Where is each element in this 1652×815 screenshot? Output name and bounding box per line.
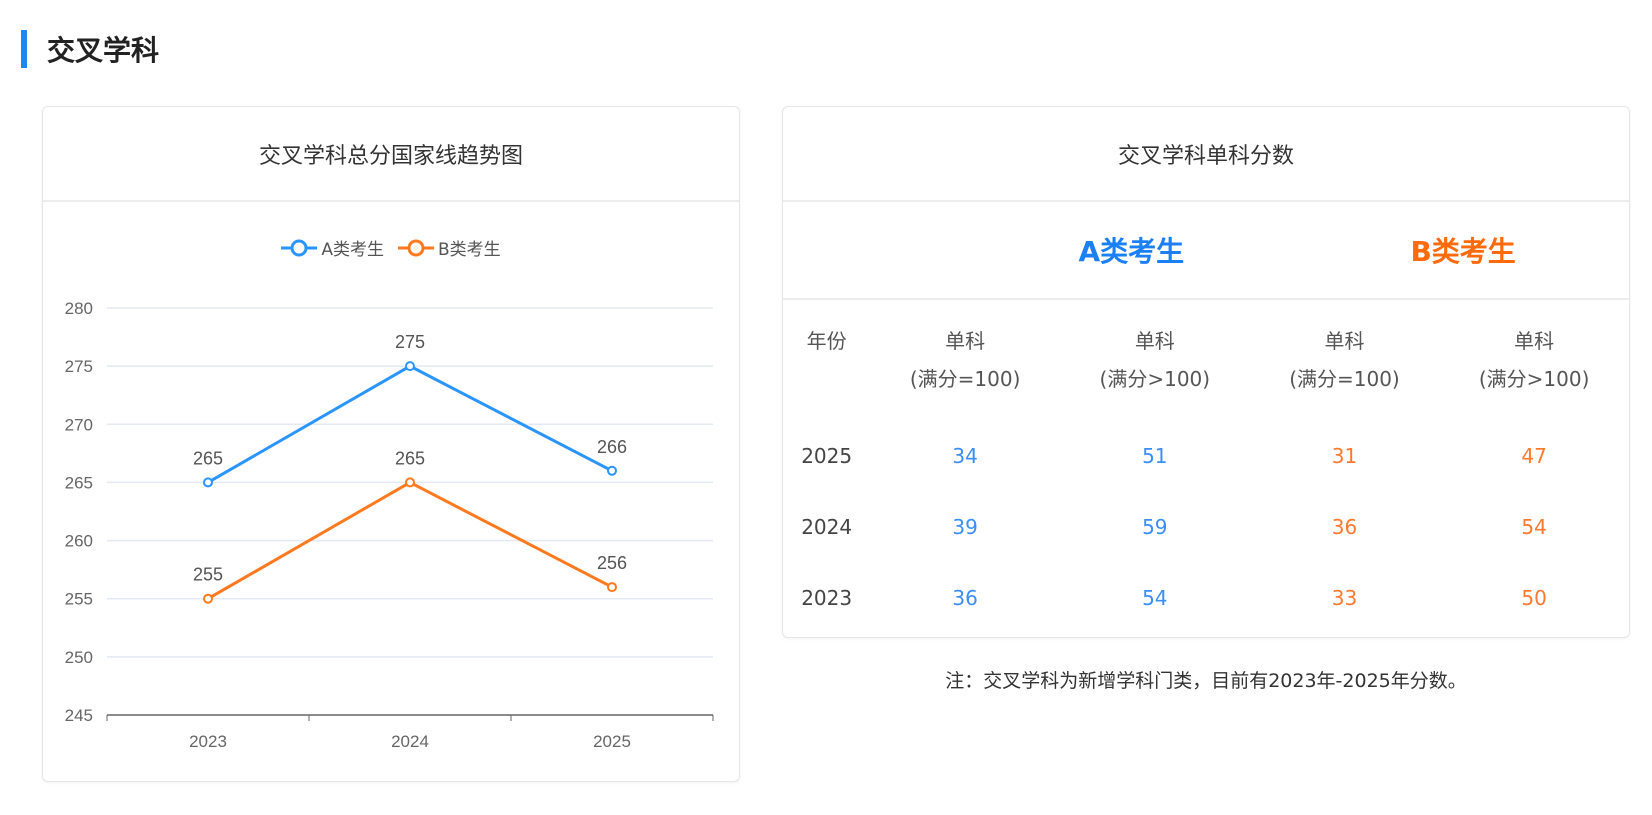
score-cell: 39 <box>952 514 978 539</box>
score-cell: 51 <box>1142 443 1168 468</box>
score-cell: 34 <box>952 443 978 468</box>
data-point <box>203 593 213 604</box>
line-chart: 245 250 255 260 265 270 275 280 2023 2024 2025 265 2… <box>65 299 714 751</box>
data-label: 265 <box>193 448 223 468</box>
y-tick-label: 250 <box>65 648 93 667</box>
data-point <box>607 582 617 593</box>
data-point <box>607 465 617 476</box>
footnote: 注：交叉学科为新增学科门类，目前有2023年-2025年分数。 <box>945 670 1467 692</box>
data-point <box>405 361 415 372</box>
data-label: 266 <box>597 437 627 457</box>
data-point <box>405 477 415 488</box>
table-row: 2023 36 54 33 50 <box>783 562 1629 633</box>
chart-card-title: 交叉学科总分国家线趋势图 <box>43 107 739 202</box>
year-cell: 2023 <box>801 585 853 610</box>
x-tick-label: 2023 <box>189 732 227 751</box>
y-tick-label: 265 <box>65 473 93 492</box>
column-header-line: 单科 <box>1324 329 1365 353</box>
section-accent-bar <box>21 30 27 68</box>
trend-chart-card: 交叉学科总分国家线趋势图 A类考生 B类考生 245 250 255 260 265 27… <box>42 106 740 782</box>
year-cell: 2024 <box>801 514 853 539</box>
year-cell: 2025 <box>801 443 853 468</box>
legend-line-circle-icon <box>397 239 434 256</box>
score-cell: 54 <box>1142 585 1168 610</box>
section-title-text: 交叉学科 <box>47 34 160 67</box>
score-cell: 36 <box>952 585 978 610</box>
data-label: 265 <box>395 448 425 468</box>
score-cell: 31 <box>1331 443 1358 468</box>
y-tick-label: 280 <box>65 299 93 318</box>
score-cell: 59 <box>1142 514 1168 539</box>
section-title: 交叉学科 <box>21 30 159 68</box>
x-tick-label: 2025 <box>593 732 631 751</box>
data-label: 256 <box>597 553 627 573</box>
x-tick-label: 2024 <box>391 732 429 751</box>
category-b-label: B类考生 <box>1410 235 1516 268</box>
data-point <box>203 477 213 488</box>
column-header-line: 单科 <box>1514 329 1555 353</box>
data-label: 275 <box>395 332 425 352</box>
single-subject-card: 交叉学科单科分数 A类考生 B类考生 年份 单科 (满分=100) 单科 (满分>100… <box>782 106 1630 638</box>
y-tick-label: 270 <box>65 415 93 434</box>
column-header: 单科 (满分=100) <box>1250 300 1440 420</box>
column-header-line: 年份 <box>806 329 847 353</box>
legend-item-b[interactable]: B类考生 <box>397 235 501 260</box>
score-cell: 50 <box>1521 585 1547 610</box>
legend-line-circle-icon <box>281 239 318 256</box>
column-header: 单科 (满分=100) <box>870 300 1060 420</box>
column-header-line: (满分=100) <box>1289 367 1400 391</box>
column-header-line: 单科 <box>945 329 986 353</box>
table-row: 2025 34 51 31 47 <box>783 420 1629 491</box>
y-tick-label: 275 <box>65 357 93 376</box>
category-a-label: A类考生 <box>1078 235 1185 268</box>
category-header: A类考生 B类考生 <box>783 202 1629 300</box>
column-header-line: (满分=100) <box>909 367 1021 391</box>
legend-label: A类考生 <box>321 240 384 260</box>
column-header: 单科 (满分>100) <box>1060 300 1250 420</box>
y-tick-label: 255 <box>65 590 93 609</box>
column-header-line: (满分>100) <box>1478 367 1590 391</box>
column-header-line: (满分>100) <box>1099 367 1211 391</box>
legend-label: B类考生 <box>437 240 501 260</box>
data-label: 255 <box>193 565 223 585</box>
score-cell: 36 <box>1331 514 1358 539</box>
legend-item-a[interactable]: A类考生 <box>281 235 384 260</box>
column-header: 年份 <box>783 300 870 420</box>
score-cell: 47 <box>1521 443 1547 468</box>
y-tick-label: 260 <box>65 532 93 551</box>
table-row: 2024 39 59 36 54 <box>783 491 1629 562</box>
column-header: 单科 (满分>100) <box>1439 300 1629 420</box>
score-cell: 54 <box>1521 514 1547 539</box>
chart-legend: A类考生 B类考生 <box>43 235 739 260</box>
y-tick-label: 245 <box>65 706 93 725</box>
column-header-line: 单科 <box>1134 329 1175 353</box>
table-card-title: 交叉学科单科分数 <box>783 107 1629 202</box>
score-table: 年份 单科 (满分=100) 单科 (满分>100) 单科 (满分=100) 单科 (满分>10… <box>783 300 1629 633</box>
score-cell: 33 <box>1331 585 1358 610</box>
